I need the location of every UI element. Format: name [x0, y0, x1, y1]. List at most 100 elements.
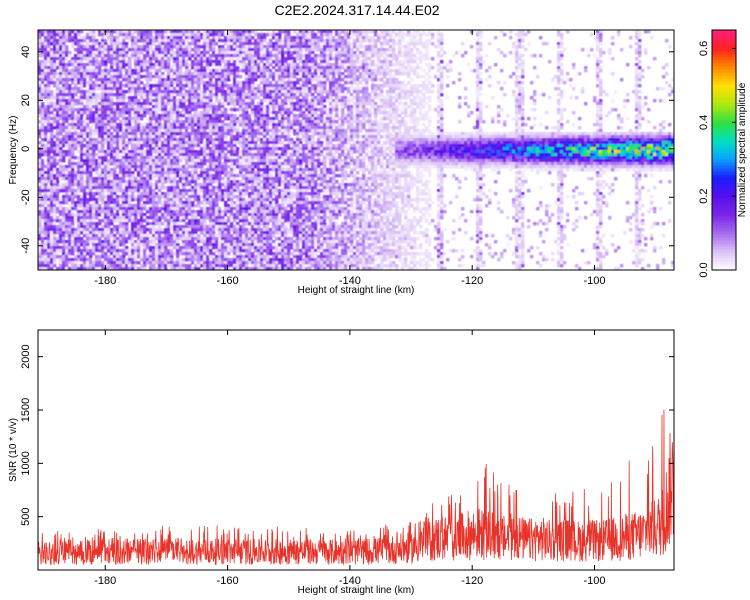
heatmap-cell — [65, 123, 68, 126]
heatmap-cell — [200, 216, 203, 219]
heatmap-cell — [74, 69, 77, 72]
heatmap-cell — [239, 204, 242, 207]
heatmap-cell — [197, 144, 200, 147]
heatmap-cell — [209, 105, 212, 108]
heatmap-cell — [50, 51, 53, 54]
heatmap-cell — [149, 186, 152, 189]
heatmap-cell — [122, 135, 125, 138]
heatmap-cell — [140, 210, 143, 213]
heatmap-cell — [68, 216, 71, 219]
heatmap-cell — [119, 33, 122, 36]
heatmap-cell — [212, 126, 215, 129]
heatmap-cell — [173, 135, 176, 138]
heatmap-cell — [221, 246, 224, 249]
heatmap-cell — [191, 189, 194, 192]
heatmap-cell — [41, 237, 44, 240]
heatmap-cell — [74, 90, 77, 93]
heatmap-cell — [167, 195, 170, 198]
heatmap-cell — [143, 252, 146, 255]
heatmap-cell — [131, 141, 134, 144]
heatmap-cell — [227, 99, 230, 102]
heatmap-cell — [68, 33, 71, 36]
heatmap-cell — [197, 126, 200, 129]
heatmap-cell — [50, 189, 53, 192]
heatmap-cell — [77, 132, 80, 135]
heatmap-cell — [128, 180, 131, 183]
heatmap-cell — [125, 198, 128, 201]
heatmap-cell — [149, 66, 152, 69]
heatmap-cell — [44, 192, 47, 195]
heatmap-cell — [170, 117, 173, 120]
heatmap-cell — [197, 51, 200, 54]
heatmap-cell — [53, 186, 56, 189]
heatmap-cell — [116, 147, 119, 150]
heatmap-cell — [233, 204, 236, 207]
heatmap-cell — [155, 246, 158, 249]
heatmap-cell — [233, 69, 236, 72]
heatmap-cell — [206, 66, 209, 69]
heatmap-cell — [104, 60, 107, 63]
heatmap-cell — [146, 180, 149, 183]
heatmap-cell — [119, 45, 122, 48]
heatmap-cell — [185, 135, 188, 138]
heatmap-cell — [233, 216, 236, 219]
heatmap-cell — [188, 54, 191, 57]
heatmap-cell — [62, 234, 65, 237]
heatmap-cell — [173, 171, 176, 174]
heatmap-cell — [38, 261, 41, 264]
heatmap-cell — [107, 129, 110, 132]
heatmap-cell — [44, 126, 47, 129]
heatmap-cell — [158, 42, 161, 45]
heatmap-cell — [38, 90, 41, 93]
heatmap-cell — [221, 57, 224, 60]
heatmap-cell — [239, 117, 242, 120]
heatmap-cell — [164, 96, 167, 99]
heatmap-cell — [158, 54, 161, 57]
heatmap-cell — [182, 63, 185, 66]
heatmap-cell — [170, 210, 173, 213]
heatmap-cell — [65, 72, 68, 75]
heatmap-cell — [128, 126, 131, 129]
heatmap-cell — [101, 171, 104, 174]
heatmap-cell — [227, 237, 230, 240]
heatmap-cell — [107, 153, 110, 156]
heatmap-cell — [71, 90, 74, 93]
heatmap-cell — [218, 153, 221, 156]
heatmap-cell — [134, 123, 137, 126]
heatmap-cell — [170, 90, 173, 93]
heatmap-cell — [92, 102, 95, 105]
heatmap-cell — [128, 174, 131, 177]
heatmap-cell — [221, 249, 224, 252]
heatmap-cell — [236, 63, 239, 66]
heatmap-cell — [104, 234, 107, 237]
heatmap-cell — [131, 177, 134, 180]
heatmap-cell — [209, 135, 212, 138]
heatmap-cell — [236, 30, 239, 33]
heatmap-cell — [101, 213, 104, 216]
heatmap-cell — [161, 150, 164, 153]
heatmap-cell — [140, 63, 143, 66]
heatmap-cell — [44, 108, 47, 111]
heatmap-cell — [122, 219, 125, 222]
heatmap-cell — [56, 114, 59, 117]
heatmap-cell — [161, 99, 164, 102]
heatmap-cell — [62, 123, 65, 126]
heatmap-cell — [83, 135, 86, 138]
heatmap-cell — [233, 72, 236, 75]
heatmap-cell — [212, 132, 215, 135]
heatmap-cell — [101, 84, 104, 87]
heatmap-cell — [215, 225, 218, 228]
heatmap-cell — [41, 132, 44, 135]
heatmap-cell — [38, 234, 41, 237]
heatmap-cell — [170, 228, 173, 231]
heatmap-cell — [80, 126, 83, 129]
heatmap-cell — [149, 120, 152, 123]
heatmap-cell — [152, 216, 155, 219]
heatmap-cell — [230, 213, 233, 216]
heatmap-cell — [134, 69, 137, 72]
heatmap-cell — [236, 69, 239, 72]
heatmap-cell — [47, 177, 50, 180]
heatmap-cell — [134, 66, 137, 69]
heatmap-cell — [140, 168, 143, 171]
heatmap-cell — [38, 210, 41, 213]
